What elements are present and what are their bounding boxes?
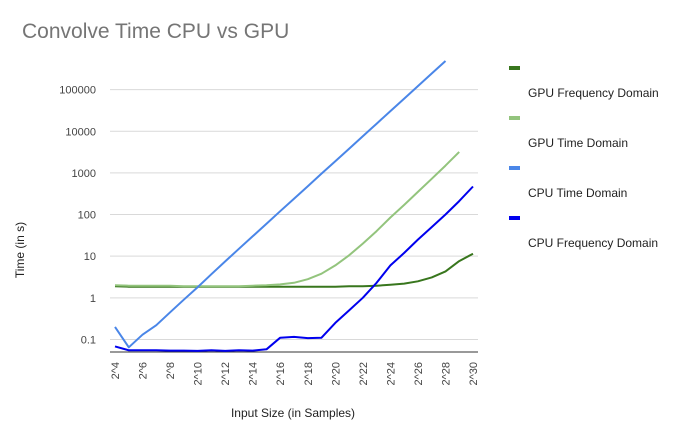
x-tick-label: 2^20: [330, 362, 342, 386]
series-line-3: [114, 185, 474, 352]
y-tick-label: 100: [78, 210, 96, 222]
x-tick-label: 2^8: [165, 362, 177, 379]
x-tick-label: 2^24: [385, 362, 397, 386]
x-tick-label: 2^16: [275, 362, 287, 386]
y-tick-label: 100000: [59, 85, 96, 97]
y-tick-label: 1000: [72, 168, 96, 180]
legend-swatch: [509, 166, 520, 170]
x-tick-label: 2^26: [413, 362, 425, 386]
y-tick-label: 10: [84, 251, 96, 263]
x-axis-label: Input Size (in Samples): [230, 406, 356, 420]
y-tick-label: 1: [90, 293, 96, 305]
y-tick-label: 10000: [65, 126, 96, 138]
x-tick-label: 2^4: [110, 362, 122, 379]
x-tick-label: 2^12: [220, 362, 232, 386]
x-tick-label: 2^6: [138, 362, 150, 379]
x-tick-label: 2^22: [358, 362, 370, 386]
legend-label: CPU Frequency Domain: [528, 236, 658, 250]
legend-label: GPU Frequency Domain: [528, 86, 659, 100]
x-tick-label: 2^30: [468, 362, 480, 386]
legend-swatch: [509, 216, 520, 220]
legend-swatch: [509, 66, 520, 70]
legend-swatch: [509, 116, 520, 120]
series-line-2: [114, 60, 447, 349]
x-tick-label: 2^10: [193, 362, 205, 386]
x-tick-label: 2^18: [303, 362, 315, 386]
x-tick-label: 2^14: [248, 362, 260, 386]
x-tick-label: 2^28: [440, 362, 452, 386]
legend-label: CPU Time Domain: [528, 186, 627, 200]
chart-title: Convolve Time CPU vs GPU: [22, 20, 290, 43]
legend-label: GPU Time Domain: [528, 136, 628, 150]
series-line-0: [114, 252, 474, 288]
series-line-1: [114, 151, 460, 288]
y-tick-label: 0.1: [81, 334, 96, 346]
